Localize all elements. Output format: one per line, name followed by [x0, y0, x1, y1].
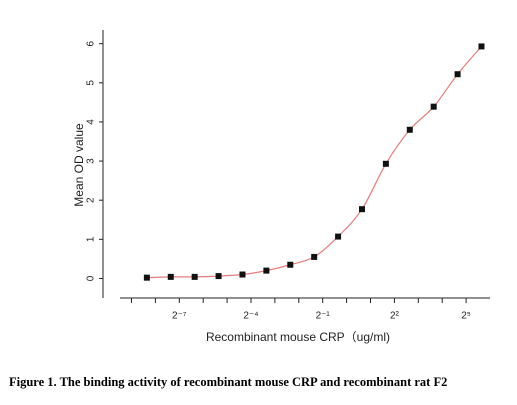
point — [311, 253, 318, 260]
y-tick-label: 2 — [86, 197, 97, 203]
y-tick-label: 5 — [86, 80, 97, 86]
x-tick-label: 2⁻⁴ — [243, 311, 258, 322]
point — [382, 160, 389, 167]
y-tick-label: 6 — [86, 40, 97, 46]
y-tick-label: 0 — [86, 275, 97, 281]
fit-curve — [146, 46, 482, 279]
point — [406, 126, 413, 133]
point — [215, 273, 222, 280]
point — [287, 261, 294, 268]
caption: Figure 1. The binding activity of recomb… — [9, 375, 447, 389]
point — [263, 267, 270, 274]
point — [167, 273, 174, 280]
point — [191, 273, 198, 280]
x-tick-label: 2⁻⁷ — [172, 311, 187, 322]
y-tick-label: 4 — [86, 119, 97, 125]
x-tick-label: 2⁵ — [461, 311, 471, 322]
point — [143, 274, 150, 281]
y-axis-label: Mean OD value — [72, 123, 86, 207]
x-tick-label: 2⁻¹ — [316, 311, 331, 322]
point — [335, 233, 342, 240]
x-axis-label: Recombinant mouse CRP（ug/ml) — [206, 330, 390, 344]
y-tick-label: 1 — [86, 236, 97, 242]
point — [239, 271, 246, 278]
point — [430, 103, 437, 110]
x-tick-label: 2² — [390, 311, 400, 322]
point — [358, 206, 365, 213]
point — [478, 43, 485, 50]
point — [454, 71, 461, 78]
y-tick-label: 3 — [86, 158, 97, 164]
